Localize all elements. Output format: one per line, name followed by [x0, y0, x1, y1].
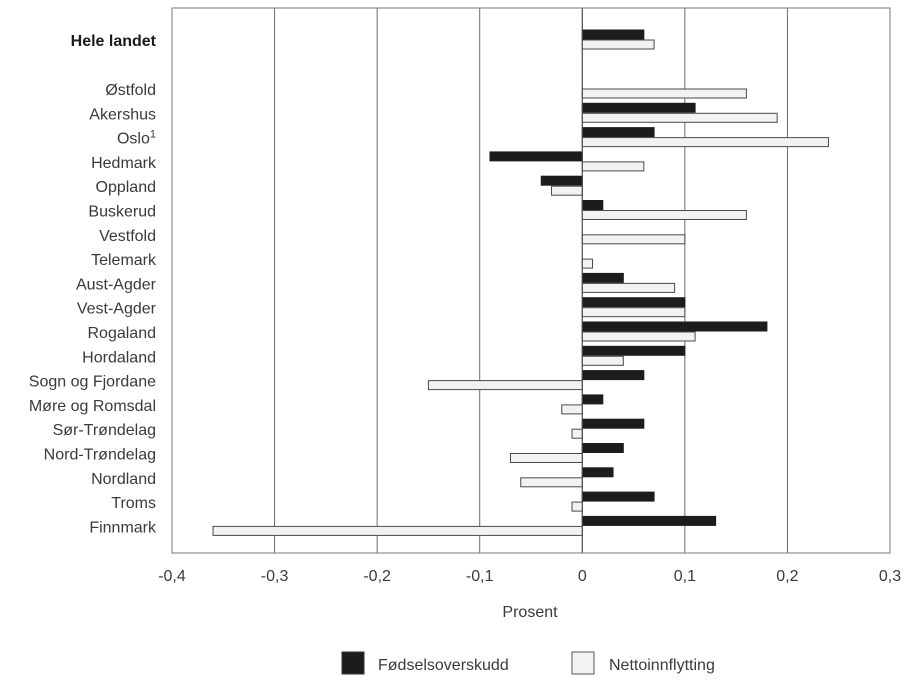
bar-nettoinnflytting-hedmark — [581, 161, 645, 172]
category-label-vestfold: Vestfold — [99, 228, 156, 245]
bar-fodselsoverskudd-akershus — [581, 102, 696, 113]
bar-fodselsoverskudd-oppland — [540, 175, 583, 186]
category-label-hedmark: Hedmark — [91, 155, 157, 172]
x-tick-label-0: -0,4 — [158, 568, 186, 585]
x-tick-label-1: -0,3 — [261, 568, 289, 585]
bar-nettoinnflytting-akershus — [581, 112, 778, 123]
bar-fodselsoverskudd-sogn-og-fjordane — [581, 370, 645, 381]
bar-nettoinnflytting-vestfold — [581, 234, 686, 245]
bar-nettoinnflytting-oslo — [581, 137, 829, 148]
category-label-nordland: Nordland — [91, 471, 156, 488]
category-label-troms: Troms — [111, 495, 156, 512]
category-label-telemark: Telemark — [91, 252, 157, 269]
category-label-nord-trondelag: Nord-Trøndelag — [44, 447, 156, 464]
bar-fodselsoverskudd-hele-landet — [581, 29, 645, 40]
footnote-marker: 1 — [150, 129, 156, 141]
legend: Fødselsoverskudd Nettoinnflytting — [341, 651, 715, 675]
category-label-buskerud: Buskerud — [88, 204, 156, 221]
bars — [212, 8, 829, 553]
bar-nettoinnflytting-more-og-romsdal — [561, 404, 583, 415]
legend-label-nettoinnflytting: Nettoinnflytting — [609, 657, 715, 674]
x-tick-label-2: -0,2 — [363, 568, 391, 585]
bar-nettoinnflytting-sor-trondelag — [571, 428, 583, 439]
bar-nettoinnflytting-ostfold — [581, 88, 747, 99]
bar-nettoinnflytting-buskerud — [581, 210, 747, 220]
bar-nettoinnflytting-aust-agder — [581, 282, 676, 293]
legend-swatch-fodselsoverskudd — [341, 651, 365, 675]
category-label-vest-agder: Vest-Agder — [77, 301, 157, 318]
bar-fodselsoverskudd-hedmark — [489, 151, 583, 162]
bar-nettoinnflytting-sogn-og-fjordane — [427, 380, 583, 391]
x-tick-label-4: 0 — [578, 568, 587, 585]
bar-nettoinnflytting-nord-trondelag — [509, 453, 583, 463]
bar-nettoinnflytting-vest-agder — [581, 307, 686, 318]
category-label-ostfold: Østfold — [105, 82, 156, 99]
bar-nettoinnflytting-telemark — [581, 258, 594, 269]
x-tick-label-3: -0,1 — [466, 568, 494, 585]
category-label-finnmark: Finnmark — [89, 519, 157, 536]
category-label-aust-agder: Aust-Agder — [76, 276, 157, 293]
category-label-hele-landet: Hele landet — [71, 33, 157, 50]
category-label-sor-trondelag: Sør-Trøndelag — [53, 422, 156, 439]
bar-nettoinnflytting-hele-landet — [581, 39, 655, 50]
category-label-hordaland: Hordaland — [82, 349, 156, 366]
bar-fodselsoverskudd-more-og-romsdal — [581, 394, 604, 405]
x-tick-label-7: 0,3 — [879, 568, 901, 585]
bar-fodselsoverskudd-oslo — [581, 127, 655, 138]
category-labels: Hele landet Østfold Akershus Oslo1 Hedmark Op… — [29, 33, 157, 536]
legend-label-fodselsoverskudd: Fødselsoverskudd — [378, 657, 509, 674]
bar-fodselsoverskudd-rogaland — [581, 321, 768, 332]
x-tick-labels: -0,4 -0,3 -0,2 -0,1 0 0,1 0,2 0,3 — [158, 568, 901, 585]
bar-nettoinnflytting-nordland — [520, 477, 583, 488]
legend-swatch-nettoinnflytting — [571, 651, 595, 675]
plot-border — [171, 7, 891, 554]
category-label-rogaland: Rogaland — [88, 325, 157, 342]
bar-nettoinnflytting-finnmark — [212, 525, 583, 536]
bar-fodselsoverskudd-vest-agder — [581, 297, 686, 308]
x-tick-label-5: 0,1 — [674, 568, 696, 585]
bar-fodselsoverskudd-buskerud — [581, 200, 604, 210]
bar-nettoinnflytting-rogaland — [581, 331, 696, 342]
bar-fodselsoverskudd-sor-trondelag — [581, 418, 645, 429]
bar-fodselsoverskudd-finnmark — [581, 515, 717, 526]
bar-nettoinnflytting-troms — [571, 501, 583, 512]
bar-nettoinnflytting-oppland — [551, 185, 583, 196]
category-label-sogn-og-fjordane: Sogn og Fjordane — [29, 374, 156, 391]
bar-fodselsoverskudd-hordaland — [581, 345, 686, 356]
category-label-oppland: Oppland — [96, 179, 157, 196]
x-tick-label-6: 0,2 — [776, 568, 798, 585]
category-label-oslo: Oslo1 — [117, 129, 156, 148]
bar-fodselsoverskudd-aust-agder — [581, 272, 624, 283]
x-axis-label: Prosent — [502, 604, 558, 621]
bar-fodselsoverskudd-nordland — [581, 467, 614, 478]
bar-fodselsoverskudd-nord-trondelag — [581, 443, 624, 453]
plot-frame — [171, 7, 891, 554]
bar-fodselsoverskudd-troms — [581, 491, 655, 502]
category-label-more-og-romsdal: Møre og Romsdal — [29, 398, 156, 415]
bar-nettoinnflytting-hordaland — [581, 355, 624, 366]
category-label-akershus: Akershus — [89, 106, 156, 123]
